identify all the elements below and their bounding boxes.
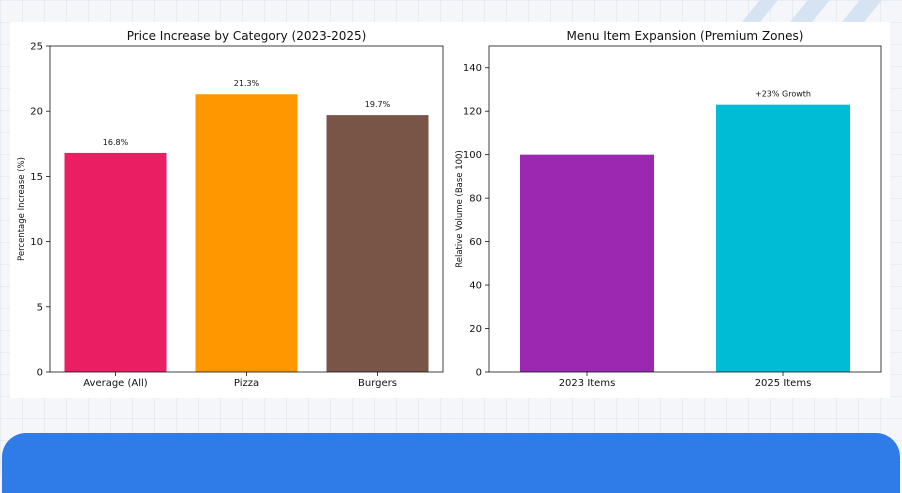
y-tick-label: 80 [469, 194, 482, 205]
deco-stripe-3 [842, 0, 882, 22]
bar-1 [195, 94, 298, 373]
y-tick-label: 140 [463, 63, 482, 74]
decorative-stripes [742, 0, 882, 22]
y-tick-label: 5 [37, 302, 43, 313]
y-tick-label: 40 [469, 281, 482, 292]
data-label: 21.3% [234, 79, 260, 88]
x-tick-label: Burgers [358, 378, 397, 389]
bar-2 [326, 115, 429, 372]
bar-0 [520, 154, 654, 372]
y-tick-label: 0 [37, 368, 43, 379]
y-tick-label: 0 [476, 368, 482, 379]
deco-stripe-1 [742, 0, 778, 22]
plot-frame [488, 45, 882, 373]
y-tick-label: 100 [463, 150, 482, 161]
data-label: 16.8% [103, 138, 129, 147]
y-tick-label: 25 [30, 42, 43, 53]
chart-figure: Price Increase by Category (2023-2025) 16… [10, 22, 890, 398]
y-tick-label: 10 [30, 237, 43, 248]
y-tick-label: 120 [463, 107, 482, 118]
y-axis-label: Relative Volume (Base 100) [455, 150, 465, 268]
y-tick-label: 60 [469, 237, 482, 248]
plot-frame [49, 45, 444, 373]
x-tick-label: 2023 Items [559, 378, 616, 389]
chart-title: Menu Item Expansion (Premium Zones) [567, 29, 804, 43]
bottom-banner [2, 433, 900, 493]
bar-1 [716, 104, 850, 373]
y-tick-label: 20 [30, 107, 43, 118]
bar-0 [64, 152, 167, 372]
chart-canvas: Price Increase by Category (2023-2025) 16… [17, 29, 882, 389]
x-tick-label: Pizza [234, 378, 259, 389]
y-tick-label: 15 [30, 172, 43, 183]
y-axis-label: Percentage Increase (%) [17, 157, 27, 261]
deco-stripe-2 [790, 0, 830, 22]
x-tick-label: Average (All) [83, 378, 148, 389]
chart-title: Price Increase by Category (2023-2025) [127, 29, 367, 43]
x-tick-label: 2025 Items [755, 378, 812, 389]
y-tick-label: 20 [469, 324, 482, 335]
data-label: 19.7% [365, 100, 391, 109]
data-label: +23% Growth [755, 90, 811, 99]
